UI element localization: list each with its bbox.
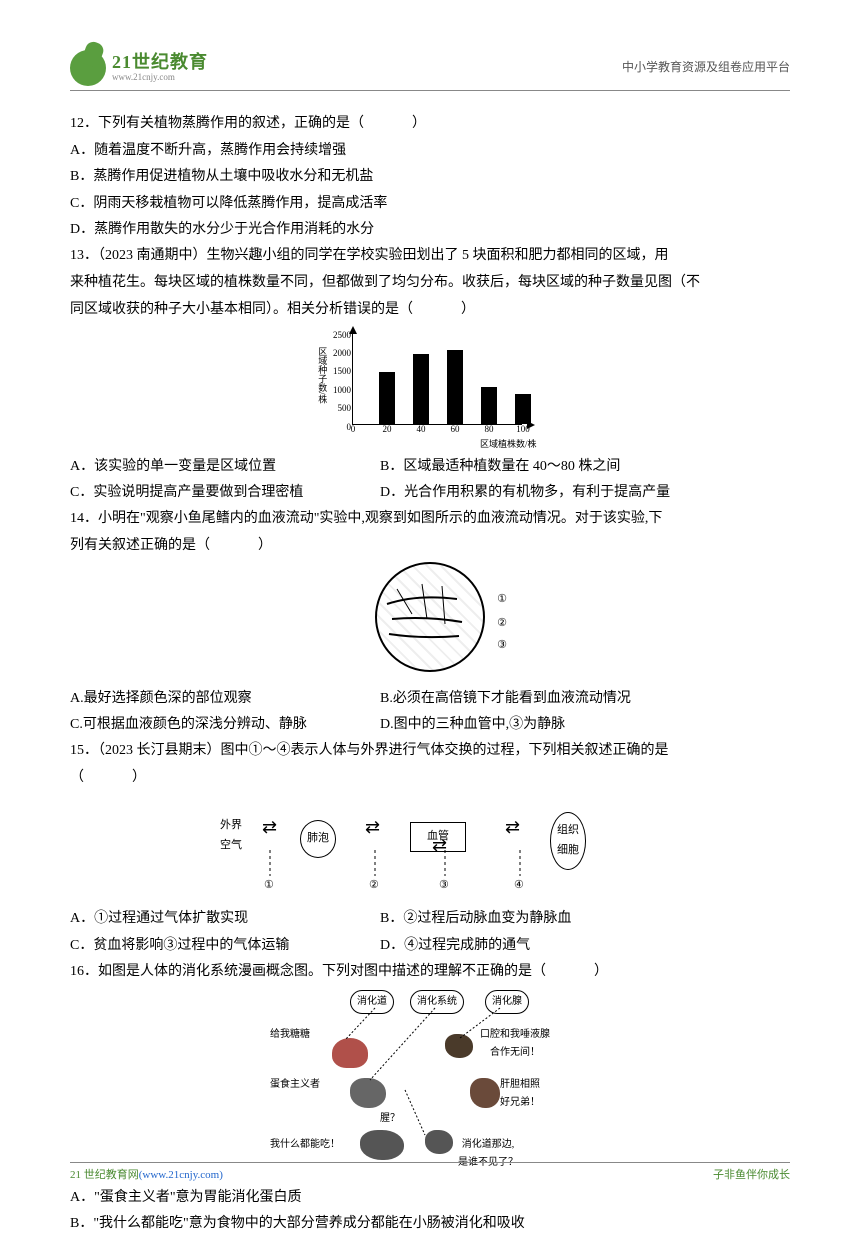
q16-stem-text: 16．如图是人体的消化系统漫画概念图。下列对图中描述的理解不正确的是（ (70, 964, 546, 979)
q13-option-d: D．光合作用积累的有机物多，有利于提高产量 (380, 480, 670, 505)
q13-option-c: C．实验说明提高产量要做到合理密植 (70, 480, 380, 505)
footer-link: (www.21cnjy.com) (139, 1169, 223, 1181)
q12-stem: 12．下列有关植物蒸腾作用的叙述，正确的是（ ） (70, 111, 790, 136)
q16-stem: 16．如图是人体的消化系统漫画概念图。下列对图中描述的理解不正确的是（ ） (70, 959, 790, 984)
q14-line2-text: 列有关叙述正确的是（ (70, 538, 210, 553)
q15-num-1: ① (264, 876, 274, 896)
q16-stem-end: ） (594, 964, 608, 979)
q15-option-b: B．②过程后动脉血变为静脉血 (380, 906, 571, 931)
chart-xlabel: 区域植株数/株 (480, 436, 537, 452)
q15-num-3: ③ (439, 876, 449, 896)
q15-line2-end: ） (132, 770, 146, 785)
q14-option-c: C.可根据血液颜色的深浅分辨动、静脉 (70, 712, 380, 737)
q12-option-c: C．阴雨天移栽植物可以降低蒸腾作用，提高成活率 (70, 191, 790, 216)
q15-line1: 15．（2023 长汀县期末）图中①～④表示人体与外界进行气体交换的过程，下列相… (70, 738, 790, 763)
q12-stem-text: 12．下列有关植物蒸腾作用的叙述，正确的是（ (70, 116, 364, 131)
q13-line2: 来种植花生。每块区域的植株数量不同，但都做到了均匀分布。收获后，每块区域的种子数… (70, 270, 790, 295)
chart-axes: 05001000150020002500020406080100 (352, 333, 522, 425)
page-header: 21世纪教育 www.21cnjy.com 中小学教育资源及组卷应用平台 (70, 50, 790, 91)
content-body: 12．下列有关植物蒸腾作用的叙述，正确的是（ ） A．随着温度不断升高，蒸腾作用会… (70, 111, 790, 1237)
q13-line3-end: ） (461, 302, 475, 317)
q14-option-d: D.图中的三种血管中,③为静脉 (380, 712, 565, 737)
page-footer: 21 世纪教育网(www.21cnjy.com) 子非鱼伴你成长 (70, 1162, 790, 1186)
q14-line2: 列有关叙述正确的是（ ） (70, 533, 790, 558)
footer-right: 子非鱼伴你成长 (713, 1166, 790, 1186)
q14-option-a: A.最好选择颜色深的部位观察 (70, 686, 380, 711)
q12-option-b: B．蒸腾作用促进植物从土壤中吸收水分和无机盐 (70, 164, 790, 189)
q16-diagram: 消化道 消化系统 消化腺 给我糖糖 蛋食主义者 我什么都能吃！ 口腔和我唾液腺 … (70, 990, 790, 1179)
q14-line2-end: ） (258, 538, 272, 553)
q14-label-1: ① (497, 590, 507, 610)
q14-line1: 14．小明在"观察小鱼尾鳍内的血液流动"实验中,观察到如图所示的血液流动情况。对… (70, 506, 790, 531)
q12-stem-end: ） (412, 116, 426, 131)
q16-option-a: A．"蛋食主义者"意为胃能消化蛋白质 (70, 1185, 790, 1210)
chart-arrow-x-icon (527, 421, 535, 429)
logo-icon (70, 50, 106, 86)
q13-option-b: B．区域最适种植数量在 40～80 株之间 (380, 454, 620, 479)
q15-line2-text: （ (70, 770, 84, 785)
vessel-lines-icon (377, 564, 487, 674)
q14-diagram: ① ② ③ (70, 562, 790, 681)
q15-line2: （） (70, 765, 790, 790)
q15-num-2: ② (369, 876, 379, 896)
dashed-lines-icon (220, 798, 640, 898)
logo-area: 21世纪教育 www.21cnjy.com (70, 50, 208, 86)
logo-title: 21世纪教育 (112, 53, 208, 73)
q14-option-b: B.必须在高倍镜下才能看到血液流动情况 (380, 686, 631, 711)
chart-ylabel: 区域种子数/株 (314, 347, 330, 404)
q16-option-b: B．"我什么都能吃"意为食物中的大部分营养成分都能在小肠被消化和吸收 (70, 1211, 790, 1236)
header-subtitle: 中小学教育资源及组卷应用平台 (622, 57, 790, 79)
q13-chart: 区域种子数/株 05001000150020002500020406080100… (70, 329, 790, 448)
q15-diagram: 外界 空气 肺泡 血管 组织 细胞 ⇄ ⇄ ⇄ ⇄ ① ② ③ ④ (70, 798, 790, 898)
q13-line1: 13．（2023 南通期中）生物兴趣小组的同学在学校实验田划出了 5 块面积和肥… (70, 243, 790, 268)
q15-option-d: D．④过程完成肺的通气 (380, 933, 530, 958)
q12-option-a: A．随着温度不断升高，蒸腾作用会持续增强 (70, 138, 790, 163)
footer-left-a: 21 世纪教育网 (70, 1169, 139, 1181)
q13-option-a: A．该实验的单一变量是区域位置 (70, 454, 380, 479)
footer-left: 21 世纪教育网(www.21cnjy.com) (70, 1166, 223, 1186)
q14-label-3: ③ (497, 636, 507, 656)
q12-option-d: D．蒸腾作用散失的水分少于光合作用消耗的水分 (70, 217, 790, 242)
q15-option-c: C．贫血将影响③过程中的气体运输 (70, 933, 380, 958)
q15-option-a: A．①过程通过气体扩散实现 (70, 906, 380, 931)
q14-label-2: ② (497, 614, 507, 634)
q15-num-4: ④ (514, 876, 524, 896)
q13-line3-text: 同区域收获的种子大小基本相同）。相关分析错误的是（ (70, 302, 413, 317)
fish-tail-circle: ① ② ③ (375, 562, 485, 672)
cm-lines-icon (270, 990, 590, 1170)
logo-text: 21世纪教育 www.21cnjy.com (112, 53, 208, 83)
q13-line3: 同区域收获的种子大小基本相同）。相关分析错误的是（ ） (70, 297, 790, 322)
logo-url: www.21cnjy.com (112, 73, 208, 83)
